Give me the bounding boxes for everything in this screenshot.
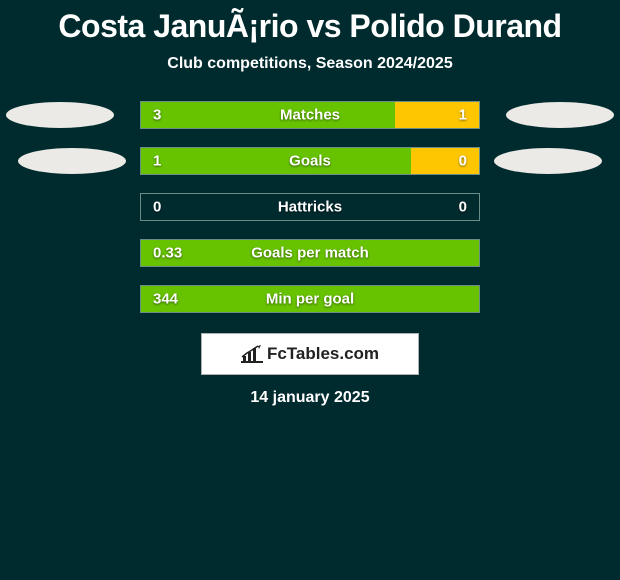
- date-label: 14 january 2025: [0, 389, 620, 407]
- player-ellipse-left: [18, 148, 126, 174]
- bar-right-fill: [411, 148, 479, 174]
- stat-bar: 10Goals: [140, 147, 480, 175]
- page-title: Costa JanuÃ¡rio vs Polido Durand: [0, 8, 620, 45]
- subtitle: Club competitions, Season 2024/2025: [0, 55, 620, 73]
- stat-rows: 31Matches 10Goals 0 0Hattricks 0.33Goals per…: [0, 101, 620, 313]
- stat-right-value: 0: [459, 199, 467, 216]
- bar-left-fill: [141, 240, 479, 266]
- bar-left-fill: [141, 148, 411, 174]
- stat-bar: 31Matches: [140, 101, 480, 129]
- bar-chart-icon: [241, 345, 263, 363]
- player-ellipse-right: [506, 102, 614, 128]
- bar-left-fill: [141, 102, 395, 128]
- player-ellipse-right: [494, 148, 602, 174]
- widget-container: Costa JanuÃ¡rio vs Polido Durand Club co…: [0, 0, 620, 407]
- stat-bar: 0 0Hattricks: [140, 193, 480, 221]
- stat-label: Hattricks: [141, 199, 479, 216]
- stat-bar: 344Min per goal: [140, 285, 480, 313]
- stat-row: 0 0Hattricks: [0, 193, 620, 221]
- stat-bar: 0.33Goals per match: [140, 239, 480, 267]
- stat-row: 31Matches: [0, 101, 620, 129]
- stat-row: 10Goals: [0, 147, 620, 175]
- stat-left-value: 0: [153, 199, 161, 216]
- bar-right-fill: [395, 102, 480, 128]
- brand-text: FcTables.com: [267, 344, 379, 364]
- stat-row: 0.33Goals per match: [0, 239, 620, 267]
- brand-box[interactable]: FcTables.com: [201, 333, 419, 375]
- player-ellipse-left: [6, 102, 114, 128]
- stat-row: 344Min per goal: [0, 285, 620, 313]
- bar-left-fill: [141, 286, 479, 312]
